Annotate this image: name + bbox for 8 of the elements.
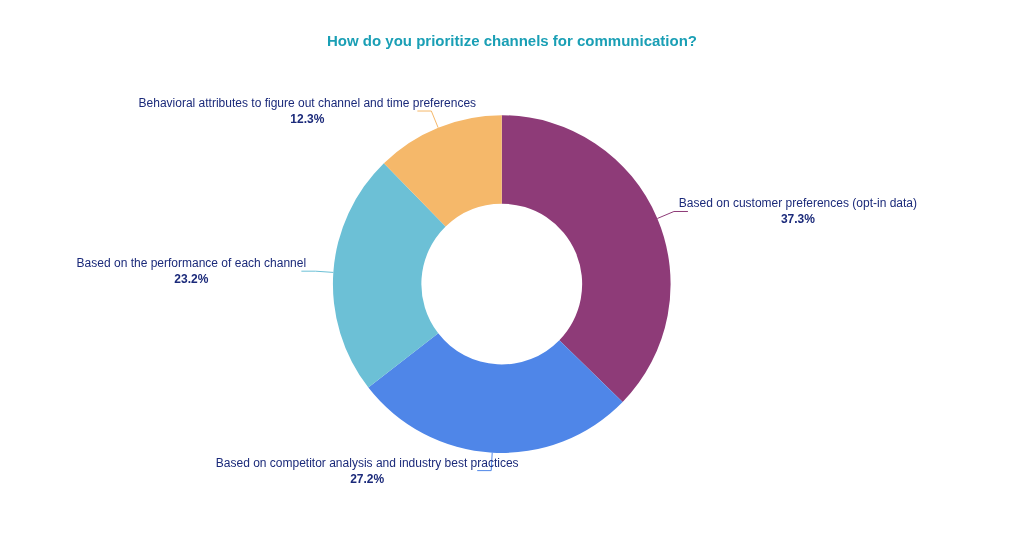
chart-title: How do you prioritize channels for communication? bbox=[326, 32, 698, 49]
data-label: 23.2% bbox=[174, 272, 209, 287]
slice-label: Based on customer preferences (opt-in data) bbox=[678, 196, 917, 211]
data-label: 12.3% bbox=[290, 112, 325, 127]
data-label: 27.2% bbox=[350, 471, 385, 486]
data-label: 37.3% bbox=[780, 212, 816, 227]
slice-label: Based on the performance of each channel bbox=[76, 256, 307, 271]
slice-label: Behavioral attributes to figure out channel and time preferences bbox=[138, 96, 477, 111]
